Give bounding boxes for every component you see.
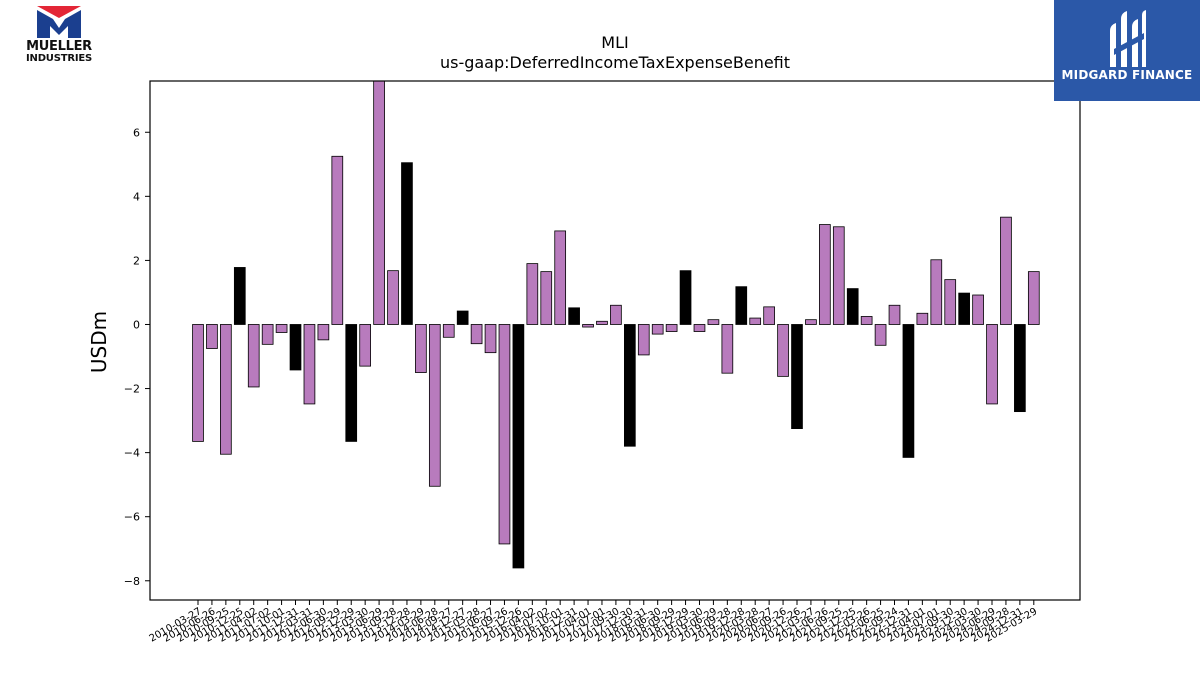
bar <box>610 304 622 325</box>
bar <box>470 324 483 345</box>
bar <box>819 224 831 325</box>
bar <box>401 162 413 325</box>
midgard-logo: MIDGARD FINANCE <box>1054 0 1200 101</box>
bar <box>526 263 539 325</box>
bar <box>1000 216 1012 325</box>
bar <box>596 320 608 325</box>
y-axis-label: USDm <box>87 311 111 373</box>
bar <box>233 267 246 325</box>
bar <box>777 324 789 377</box>
bar <box>832 226 845 325</box>
chart-subtitle: us-gaap:DeferredIncomeTaxExpenseBenefit <box>440 53 790 72</box>
bar <box>317 324 330 341</box>
bar <box>261 324 274 345</box>
bar <box>916 312 929 325</box>
bar <box>958 292 970 325</box>
bar <box>387 270 399 325</box>
bar <box>442 324 455 338</box>
bar <box>972 294 984 325</box>
bar <box>582 324 594 328</box>
bar <box>247 324 260 388</box>
y-tick-label: 6 <box>133 126 140 139</box>
mueller-brand-line1: MUELLER <box>26 39 92 54</box>
bar <box>289 324 302 371</box>
chart-title: MLI <box>601 33 628 52</box>
y-axis: −8 −6 −4 −2 0 2 4 6 <box>124 126 150 588</box>
bar <box>721 324 734 374</box>
y-tick-label: −4 <box>124 447 140 460</box>
bar <box>902 324 915 458</box>
bar <box>331 155 344 325</box>
bar <box>888 304 901 325</box>
x-axis: 2010-03-272010-06-262010-09-252010-12-25… <box>148 600 1039 645</box>
y-tick-label: 2 <box>133 254 140 267</box>
bar <box>665 324 678 332</box>
bar <box>791 324 803 430</box>
bar <box>540 271 553 325</box>
bar <box>707 319 720 325</box>
mueller-brand-line2: INDUSTRIES <box>26 53 92 64</box>
bar <box>345 324 358 442</box>
bar <box>192 324 204 442</box>
bar <box>624 324 636 447</box>
bar <box>944 279 957 325</box>
bar <box>456 310 469 325</box>
bar <box>554 230 567 325</box>
y-tick-label: 4 <box>133 190 140 203</box>
bar <box>568 307 580 325</box>
bar <box>220 324 232 455</box>
bar <box>874 324 887 346</box>
mueller-logo: MUELLER INDUSTRIES <box>18 6 100 66</box>
bar <box>749 317 762 325</box>
bar <box>498 324 511 545</box>
bar <box>637 324 650 356</box>
bar <box>735 286 748 325</box>
mueller-mark-icon <box>37 6 81 38</box>
bar <box>415 324 427 373</box>
bar <box>275 324 288 333</box>
y-tick-label: −6 <box>124 511 140 524</box>
bar <box>763 306 775 325</box>
bars-group <box>192 80 1040 569</box>
bar <box>846 288 859 325</box>
bar <box>1014 324 1026 413</box>
y-tick-label: −2 <box>124 383 140 396</box>
bar <box>679 270 692 325</box>
bar <box>693 324 706 332</box>
bar <box>359 324 372 367</box>
midgard-mark-icon <box>1110 10 1146 67</box>
bar <box>373 80 385 325</box>
y-tick-label: 0 <box>133 318 140 331</box>
bar <box>303 324 316 405</box>
bar <box>512 324 525 569</box>
bar <box>1027 271 1040 325</box>
bar <box>206 324 218 349</box>
bar <box>860 316 873 325</box>
midgard-brand-text: MIDGARD FINANCE <box>1061 68 1193 82</box>
bar <box>651 324 664 335</box>
bar <box>986 324 998 405</box>
bar <box>805 319 817 325</box>
bar <box>428 324 441 487</box>
bar <box>484 324 497 354</box>
plot-frame <box>149 80 1081 601</box>
bar <box>930 259 943 325</box>
y-tick-label: −8 <box>124 575 140 588</box>
